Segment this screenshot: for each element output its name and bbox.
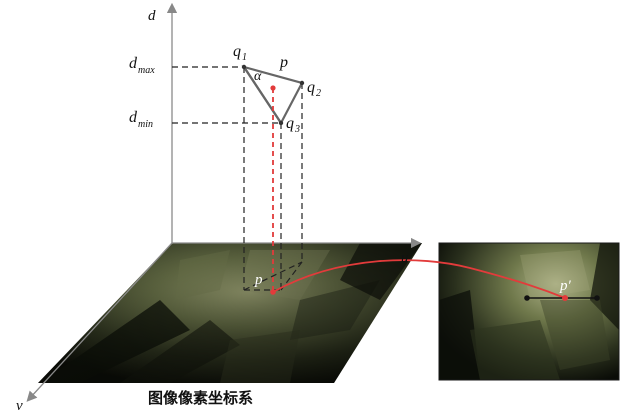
v-axis [26, 242, 173, 402]
q2-subscript: 2 [316, 88, 321, 99]
p-prime-label: p′ [559, 278, 572, 294]
depth-guides [172, 66, 281, 124]
alpha-label: α [254, 69, 262, 84]
dmin-main: d [129, 109, 138, 126]
dmin-subscript: min [138, 119, 153, 130]
dmax-subscript: max [138, 65, 155, 76]
q2-label: q 2 [307, 79, 321, 99]
triangle-q1-q2-q3 [241, 64, 305, 126]
correspondence-curve [272, 259, 566, 299]
dmax-main: d [129, 55, 138, 72]
q2-main: q [307, 79, 315, 96]
red-projection [270, 85, 566, 299]
caption: 图像像素坐标系 [148, 389, 253, 407]
q3-main: q [286, 115, 294, 132]
p-top-label: p [279, 54, 288, 71]
segment-start-dot [524, 295, 530, 301]
q3-point [278, 120, 284, 126]
dmin-label: d min [129, 109, 153, 130]
u-axis-label: u [401, 250, 409, 266]
p-image-label: p [254, 272, 263, 288]
q1-point [241, 64, 247, 70]
axes [26, 2, 422, 402]
q1-subscript: 1 [242, 52, 247, 63]
p-top-point [270, 85, 276, 91]
q2-point [299, 80, 305, 86]
p-prime-point [562, 295, 568, 301]
prism-base-a [243, 261, 303, 291]
triangle-edge-q1-q3 [243, 66, 282, 124]
q3-subscript: 3 [294, 124, 300, 135]
q1-main: q [233, 43, 241, 60]
epipolar-segment [524, 295, 600, 301]
segment-end-dot [594, 295, 600, 301]
dmax-label: d max [129, 55, 155, 76]
v-axis-label: v [16, 398, 23, 412]
d-axis-label: d [148, 8, 156, 24]
prism-base-b [280, 261, 303, 291]
right-image [438, 242, 620, 381]
q3-label: q 3 [286, 115, 300, 135]
q1-label: q 1 [233, 43, 247, 63]
